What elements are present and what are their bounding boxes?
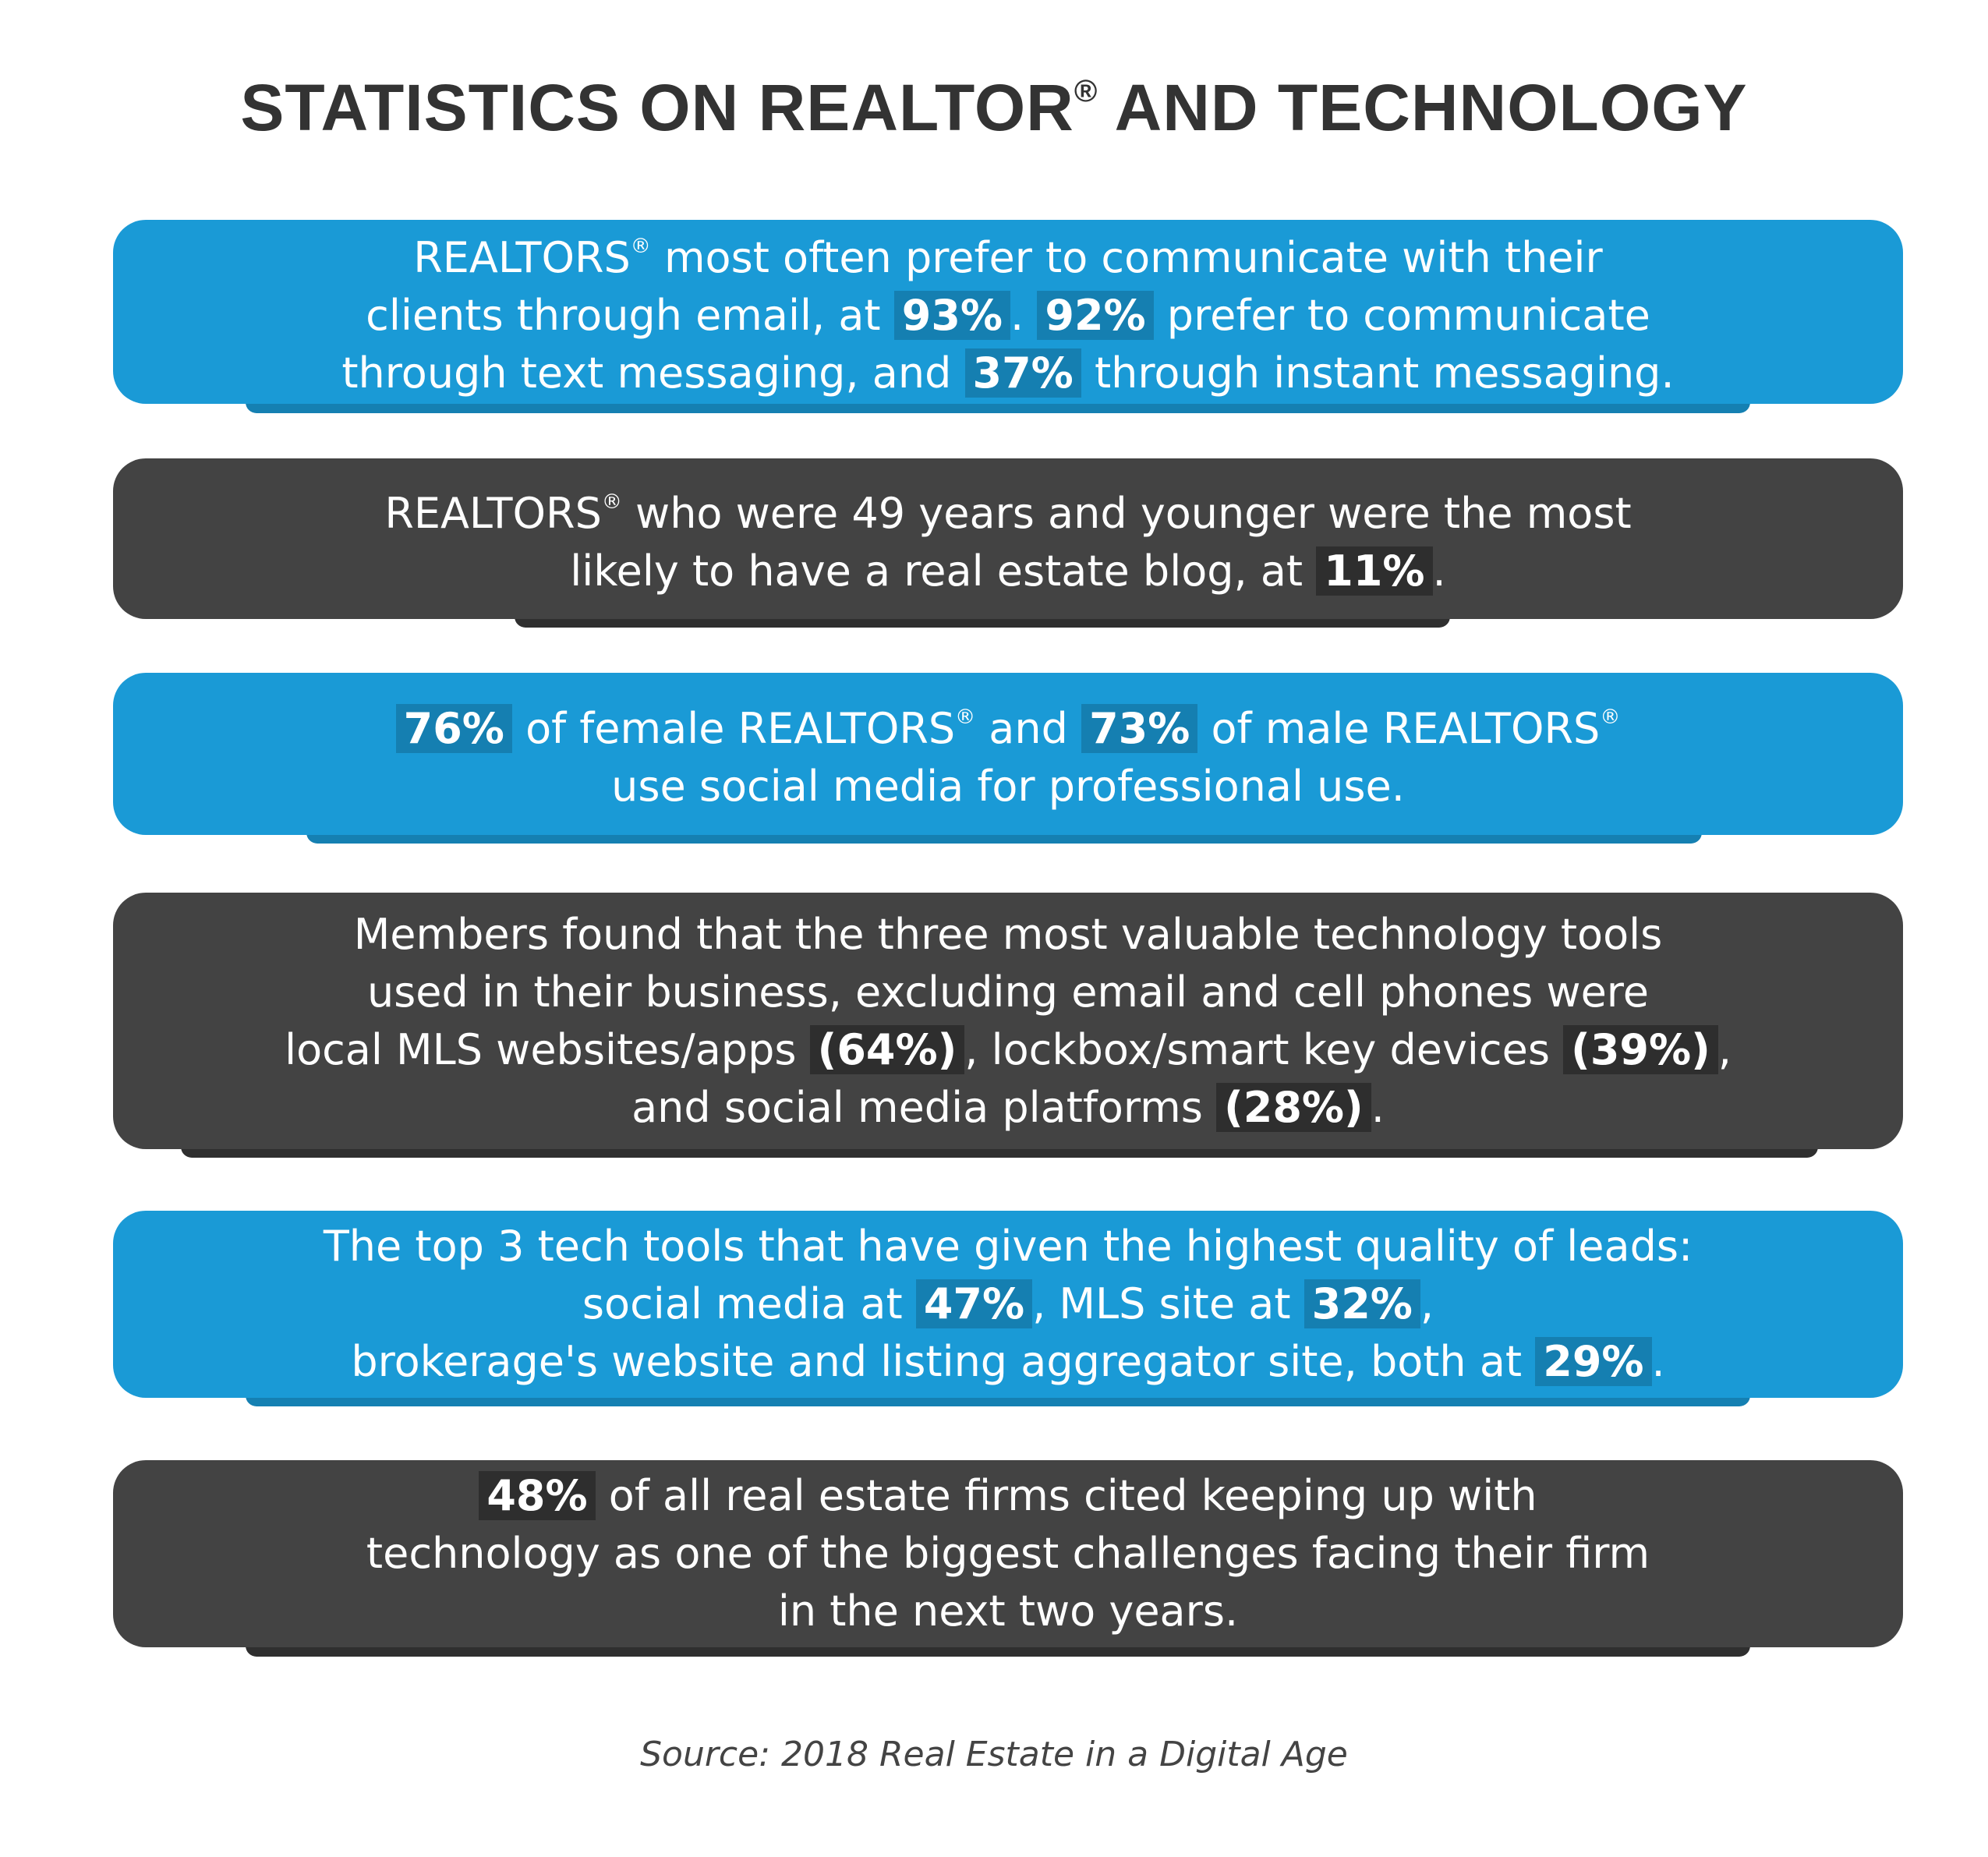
stat-card-social-media: 76% of female REALTORS® and 73% of male … xyxy=(113,673,1903,835)
registered-mark: ® xyxy=(955,705,976,729)
stat-line: use social media for professional use. xyxy=(396,758,1621,815)
stat-card-challenges: 48% of all real estate firms cited keepi… xyxy=(113,1460,1903,1647)
stat-line: 76% of female REALTORS® and 73% of male … xyxy=(395,693,1621,758)
stat-card-text: 76% of female REALTORS® and 73% of male … xyxy=(395,693,1621,815)
stat-text: . xyxy=(1371,1082,1385,1132)
stat-line: Members found that the three most valuab… xyxy=(285,906,1732,964)
stat-line: clients through email, at 93%. 92% prefe… xyxy=(341,287,1674,345)
stat-text: of male REALTORS xyxy=(1197,703,1601,753)
stat-text: who were 49 years and younger were the m… xyxy=(621,488,1632,538)
stat-highlight: 48% xyxy=(479,1471,596,1520)
stat-highlight: 29% xyxy=(1535,1337,1652,1386)
stat-text: most often prefer to communicate with th… xyxy=(650,232,1603,282)
stat-card-text: 48% of all real estate firms cited keepi… xyxy=(366,1467,1650,1640)
stat-text: through text messaging, and xyxy=(341,348,965,398)
stat-text: . xyxy=(1651,1337,1665,1386)
stat-text: , xyxy=(1420,1279,1434,1328)
stat-text: . xyxy=(1432,546,1446,596)
stat-card-text: REALTORS® who were 49 years and younger … xyxy=(384,478,1632,600)
stat-card-text: The top 3 tech tools that have given the… xyxy=(324,1218,1693,1391)
stat-highlight: 47% xyxy=(915,1279,1033,1328)
stat-highlight: 73% xyxy=(1081,703,1198,753)
stat-text: likely to have a real estate blog, at xyxy=(570,546,1317,596)
stat-card-text: REALTORS® most often prefer to communica… xyxy=(341,222,1675,402)
stat-card-lead-quality: The top 3 tech tools that have given the… xyxy=(113,1211,1903,1398)
stat-highlight: (39%) xyxy=(1563,1024,1718,1074)
stat-card-text: Members found that the three most valuab… xyxy=(285,906,1732,1137)
stat-text: REALTORS xyxy=(413,232,631,282)
stat-text: social media at xyxy=(582,1279,916,1328)
stat-text: technology as one of the biggest challen… xyxy=(366,1529,1650,1578)
stat-text: through instant messaging. xyxy=(1081,348,1675,398)
stat-text: of all real estate firms cited keeping u… xyxy=(595,1471,1537,1520)
stat-text: local MLS websites/apps xyxy=(285,1024,810,1074)
stat-line: likely to have a real estate blog, at 11… xyxy=(384,543,1631,600)
page-title: STATISTICS ON REALTOR® AND TECHNOLOGY xyxy=(0,70,1988,146)
stat-highlight: 76% xyxy=(395,703,512,753)
stat-text: The top 3 tech tools that have given the… xyxy=(323,1222,1693,1271)
stat-line: technology as one of the biggest challen… xyxy=(366,1525,1650,1583)
stat-text: Members found that the three most valuab… xyxy=(353,909,1663,959)
stat-text: REALTORS xyxy=(384,488,602,538)
stat-card-blog: REALTORS® who were 49 years and younger … xyxy=(113,458,1903,619)
registered-mark: ® xyxy=(1600,705,1621,729)
stat-line: REALTORS® who were 49 years and younger … xyxy=(384,478,1631,543)
stat-text: prefer to communicate xyxy=(1153,290,1650,340)
stat-line: REALTORS® most often prefer to communica… xyxy=(341,222,1674,287)
stat-text: in the next two years. xyxy=(777,1586,1239,1636)
title-text-rest: AND TECHNOLOGY xyxy=(1098,71,1748,144)
stat-line: in the next two years. xyxy=(366,1583,1650,1640)
stat-text: and xyxy=(975,703,1082,753)
title-text: STATISTICS ON REALTOR xyxy=(240,71,1074,144)
stat-text: , xyxy=(1717,1024,1732,1074)
stat-highlight: (64%) xyxy=(809,1024,965,1074)
stat-line: 48% of all real estate firms cited keepi… xyxy=(366,1467,1650,1525)
stat-text: brokerage's website and listing aggregat… xyxy=(351,1337,1536,1386)
stat-line: through text messaging, and 37% through … xyxy=(341,345,1675,402)
title-registered-mark: ® xyxy=(1074,74,1098,108)
stat-line: and social media platforms (28%). xyxy=(285,1079,1732,1137)
registered-mark: ® xyxy=(601,490,622,514)
stat-text: . xyxy=(1010,290,1038,340)
stat-highlight: 92% xyxy=(1037,290,1154,340)
stat-line: The top 3 tech tools that have given the… xyxy=(324,1218,1693,1275)
stat-line: brokerage's website and listing aggregat… xyxy=(324,1333,1693,1391)
stat-card-communication: REALTORS® most often prefer to communica… xyxy=(113,220,1903,404)
stat-card-valuable-tools: Members found that the three most valuab… xyxy=(113,893,1903,1149)
registered-mark: ® xyxy=(630,234,651,258)
stat-highlight: 32% xyxy=(1304,1279,1420,1328)
stat-text: , MLS site at xyxy=(1032,1279,1304,1328)
stat-text: clients through email, at xyxy=(366,290,894,340)
stat-line: social media at 47%, MLS site at 32%, xyxy=(324,1275,1693,1333)
stat-text: , lockbox/smart key devices xyxy=(964,1024,1564,1074)
source-citation: Source: 2018 Real Estate in a Digital Ag… xyxy=(640,1735,1348,1774)
stat-line: used in their business, excluding email … xyxy=(285,964,1732,1021)
stat-line: local MLS websites/apps (64%), lockbox/s… xyxy=(285,1021,1732,1079)
stat-text: use social media for professional use. xyxy=(611,761,1405,811)
stat-text: of female REALTORS xyxy=(511,703,956,753)
stat-text: used in their business, excluding email … xyxy=(366,967,1650,1017)
stat-highlight: (28%) xyxy=(1216,1082,1371,1132)
stat-text: and social media platforms xyxy=(631,1082,1217,1132)
stat-highlight: 11% xyxy=(1316,546,1433,596)
stat-highlight: 93% xyxy=(893,290,1011,340)
stat-highlight: 37% xyxy=(964,348,1081,398)
